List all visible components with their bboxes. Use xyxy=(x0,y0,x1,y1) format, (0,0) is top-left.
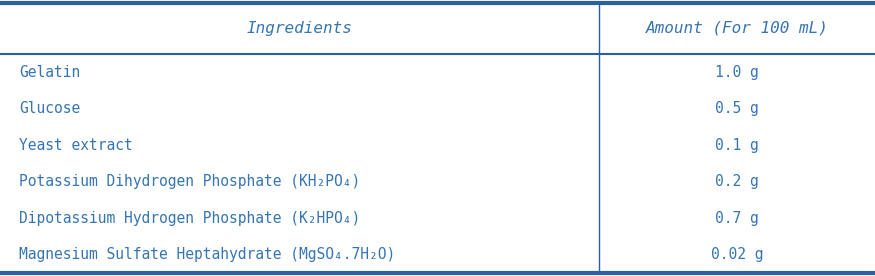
Text: 0.5 g: 0.5 g xyxy=(716,101,760,116)
Text: Yeast extract: Yeast extract xyxy=(19,138,133,153)
Text: Magnesium Sulfate Heptahydrate (MgSO₄.7H₂O): Magnesium Sulfate Heptahydrate (MgSO₄.7H… xyxy=(19,248,396,262)
Text: Dipotassium Hydrogen Phosphate (K₂HPO₄): Dipotassium Hydrogen Phosphate (K₂HPO₄) xyxy=(19,211,360,226)
Text: 1.0 g: 1.0 g xyxy=(716,65,760,79)
Text: 0.2 g: 0.2 g xyxy=(716,174,760,189)
Text: Ingredients: Ingredients xyxy=(247,21,353,36)
Text: Amount (For 100 mL): Amount (For 100 mL) xyxy=(646,21,829,36)
Text: 0.7 g: 0.7 g xyxy=(716,211,760,226)
Text: Gelatin: Gelatin xyxy=(19,65,80,79)
Text: 0.02 g: 0.02 g xyxy=(711,248,763,262)
Text: 0.1 g: 0.1 g xyxy=(716,138,760,153)
Text: Glucose: Glucose xyxy=(19,101,80,116)
Text: Potassium Dihydrogen Phosphate (KH₂PO₄): Potassium Dihydrogen Phosphate (KH₂PO₄) xyxy=(19,174,360,189)
